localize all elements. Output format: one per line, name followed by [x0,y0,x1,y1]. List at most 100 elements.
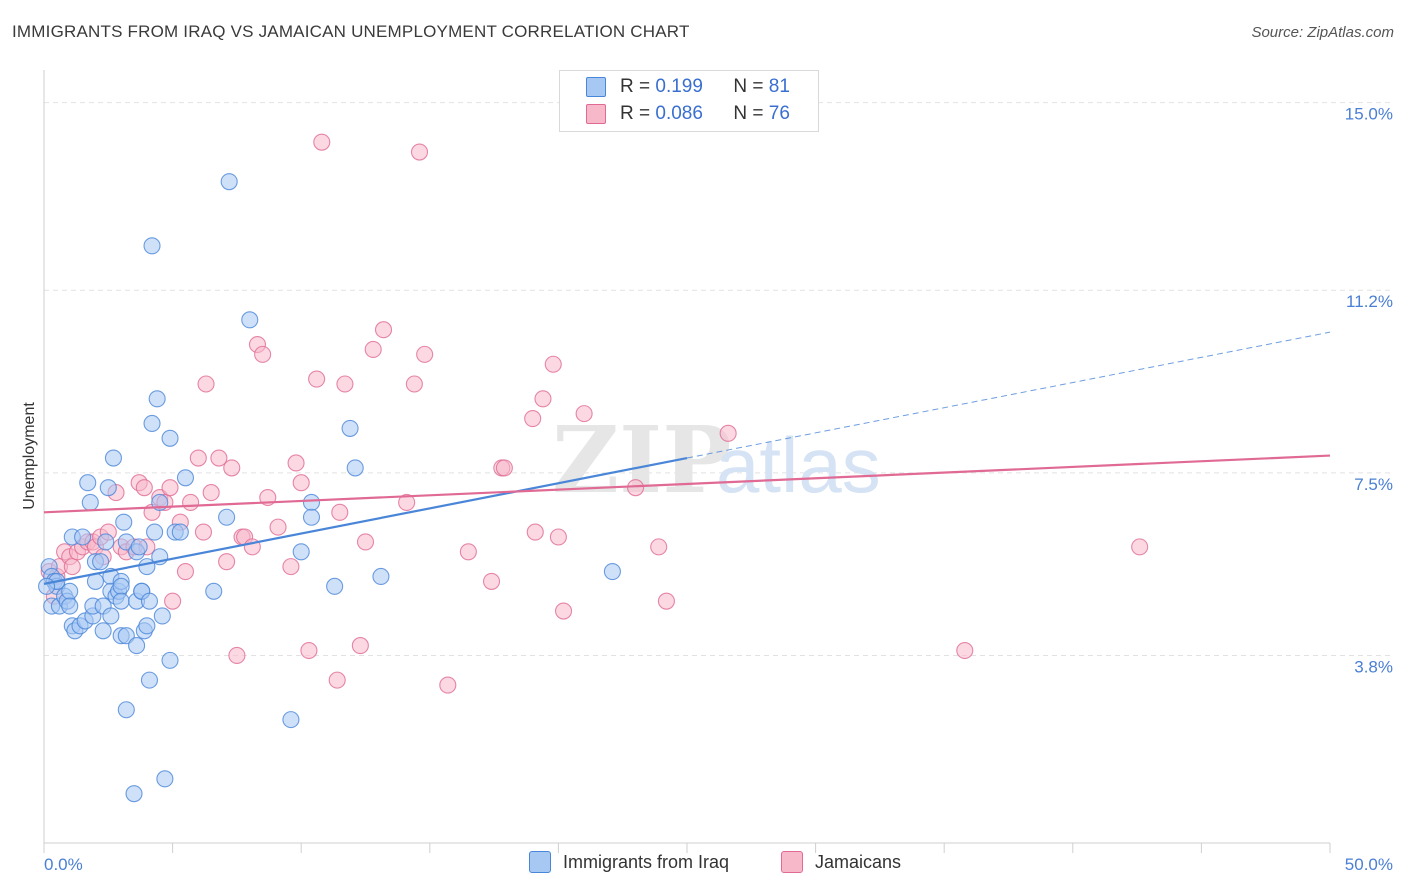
iraq-point [176,469,195,487]
iraq-point [603,562,621,581]
iraq-point [117,627,135,645]
jamaicans-point [657,592,675,610]
iraq-point [148,390,166,408]
jamaicans-point [164,592,182,610]
jamaicans-point [287,454,305,472]
jamaicans-point [197,375,215,393]
jamaicans-point [223,459,241,477]
iraq-point [241,311,259,329]
x-ticks [43,843,1331,853]
watermark: ZIP atlas [552,406,881,514]
watermark-zip: ZIP [552,406,731,514]
iraq-point [102,607,120,625]
watermark-atlas: atlas [716,421,881,509]
jamaicans-point [554,602,573,620]
jamaicans-point [300,641,318,660]
y-tick-labels: 3.8% 7.5% 11.2% 15.0% [1345,105,1393,677]
jamaicans-point [356,533,375,551]
legend-r-value: 0.199 [655,76,703,97]
correlation-legend: R = 0.199 N = 81 R = 0.086 N = 76 [559,70,819,132]
jamaicans-point [956,641,974,660]
iraq-point [156,770,174,788]
iraq-point [302,508,321,526]
jamaicans-point [398,493,416,512]
iraq-point [94,622,112,640]
jamaicans-point [161,479,179,497]
series-iraq-points [38,173,621,803]
iraq-point [112,577,130,595]
trend-lines [43,331,1331,585]
legend-n-value: 76 [768,103,790,124]
iraq-point [79,474,97,492]
jamaicans-point [176,562,195,581]
iraq-trend-extension [686,331,1331,459]
iraq-point [161,651,179,669]
iraq-point [220,173,238,191]
jamaicans-point [336,375,354,393]
iraq-point [372,567,390,586]
jamaicans-point [416,345,434,363]
iraq-point [117,701,135,719]
iraq-point [92,553,110,571]
jamaicans-point [292,474,310,492]
jamaicans-point [1131,538,1149,556]
jamaicans-trend-line [43,454,1331,514]
legend-swatch-jamaicans [781,851,803,873]
iraq-point [292,543,310,561]
legend-swatch-jamaicans [586,104,606,124]
x-tick-labels: 0.0% 50.0% [44,855,1393,874]
legend-swatch-iraq [529,851,551,873]
jamaicans-point [308,370,326,388]
jamaicans-point [524,409,542,428]
iraq-point [81,493,99,512]
jamaicans-point [189,449,207,467]
legend-item-iraq: Immigrants from Iraq [529,851,729,873]
iraq-point [140,592,159,610]
jamaicans-point [218,553,236,571]
legend-label-jamaicans: Jamaicans [815,851,902,872]
jamaicans-point [526,523,544,541]
jamaicans-point [719,424,737,442]
legend-n-label: N = [733,76,764,97]
jamaicans-point [269,518,287,536]
iraq-point [128,637,146,655]
jamaicans-point [202,484,220,502]
jamaicans-point [549,528,567,546]
jamaicans-point [210,449,228,467]
source-label: Source: ZipAtlas.com [1251,24,1394,41]
iraq-point [346,459,364,477]
iraq-point [153,607,171,625]
jamaicans-point [534,390,552,408]
jamaicans-point [482,572,501,590]
jamaicans-point [544,355,562,373]
legend-r-value: 0.086 [655,103,703,124]
jamaicans-point [627,479,645,497]
jamaicans-point [282,558,300,576]
legend-item-jamaicans: Jamaicans [781,851,901,873]
iraq-point [302,493,321,512]
jamaicans-point [331,503,349,521]
iraq-point [112,592,130,610]
y-axis-label: Unemployment [21,402,38,510]
jamaicans-point [364,340,382,359]
y-tick-label: 7.5% [1354,475,1393,494]
jamaicans-point [351,637,369,655]
legend-row-iraq: R = 0.199 N = 81 [586,74,790,100]
chart-title: IMMIGRANTS FROM IRAQ VS JAMAICAN UNEMPLO… [12,22,690,41]
y-tick-label: 15.0% [1345,105,1393,124]
jamaicans-point [650,538,668,556]
jamaicans-point [405,375,423,393]
iraq-point [326,577,344,595]
y-tick-label: 11.2% [1346,292,1393,311]
iraq-point [74,528,92,546]
jamaicans-point [182,493,200,512]
iraq-point [97,533,115,551]
grid [44,102,1390,656]
iraq-point [218,508,236,526]
jamaicans-point [63,558,81,576]
iraq-point [143,237,161,255]
jamaicans-point [495,459,513,477]
x-tick-label-min: 0.0% [44,855,83,874]
jamaicans-point [410,143,429,161]
